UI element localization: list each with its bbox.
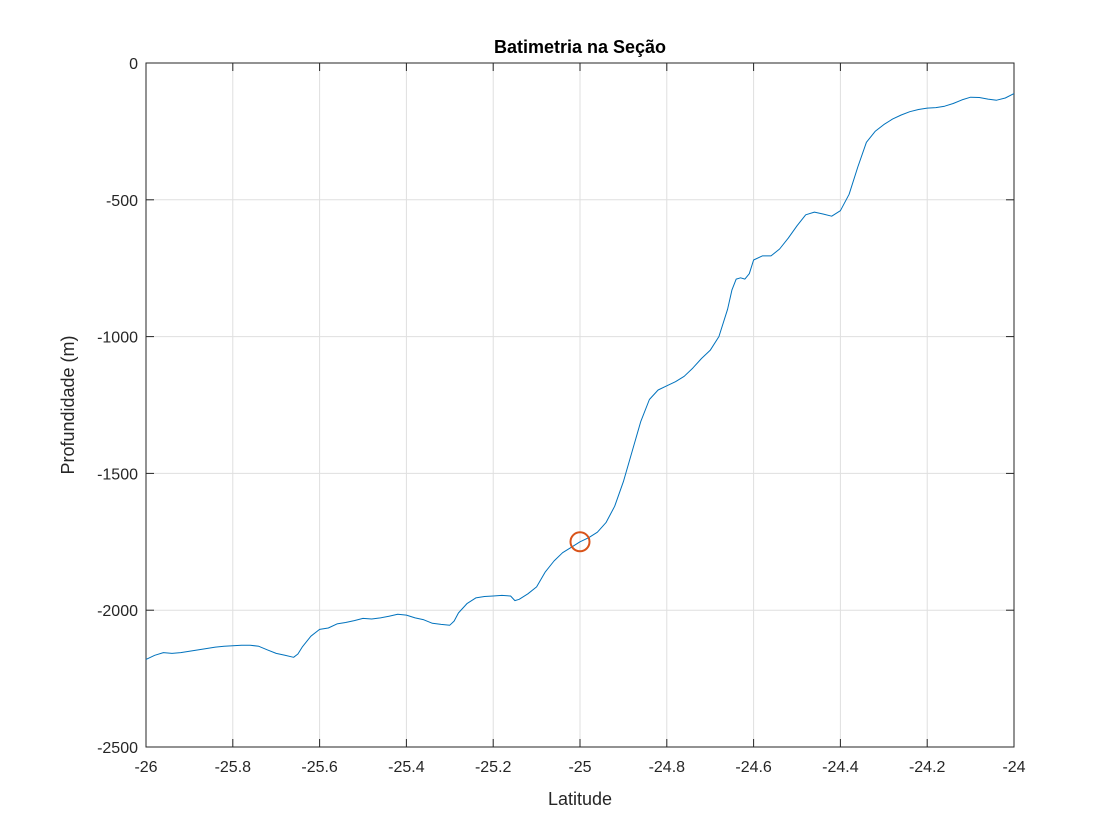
axis-ticks bbox=[145, 62, 1015, 748]
x-tick-label: -24.8 bbox=[649, 759, 686, 776]
section-point-marker bbox=[569, 531, 591, 553]
y-axis-title: Profundidade (m) bbox=[58, 335, 78, 474]
series-layer bbox=[145, 93, 1015, 660]
x-tick-label: -24.2 bbox=[909, 759, 946, 776]
y-tick-labels: -2500 -2000 -1500 -1000 -500 0 bbox=[97, 56, 138, 757]
x-tick-label: -24 bbox=[1002, 759, 1025, 776]
grid-lines bbox=[145, 62, 1015, 748]
chart-title: Batimetria na Seção bbox=[494, 37, 666, 57]
x-tick-label: -25 bbox=[568, 759, 591, 776]
x-tick-labels: -26 -25.8 -25.6 -25.4 -25.2 -25 -24.8 -24.6 -24.… bbox=[134, 759, 1025, 776]
x-tick-label: -25.2 bbox=[475, 759, 512, 776]
y-tick-label: -2500 bbox=[97, 740, 138, 757]
x-tick-label: -25.8 bbox=[215, 759, 252, 776]
y-tick-label: -1000 bbox=[97, 330, 138, 347]
x-tick-label: -24.4 bbox=[822, 759, 859, 776]
y-tick-label: -500 bbox=[106, 193, 138, 210]
x-tick-label: -25.6 bbox=[301, 759, 338, 776]
x-tick-label: -26 bbox=[134, 759, 157, 776]
y-tick-label: -1500 bbox=[97, 466, 138, 483]
y-tick-label: -2000 bbox=[97, 603, 138, 620]
x-tick-label: -25.4 bbox=[388, 759, 425, 776]
bathymetry-line bbox=[145, 93, 1015, 660]
x-axis-title: Latitude bbox=[548, 789, 612, 809]
x-tick-label: -24.6 bbox=[735, 759, 772, 776]
y-tick-label: 0 bbox=[129, 56, 138, 73]
